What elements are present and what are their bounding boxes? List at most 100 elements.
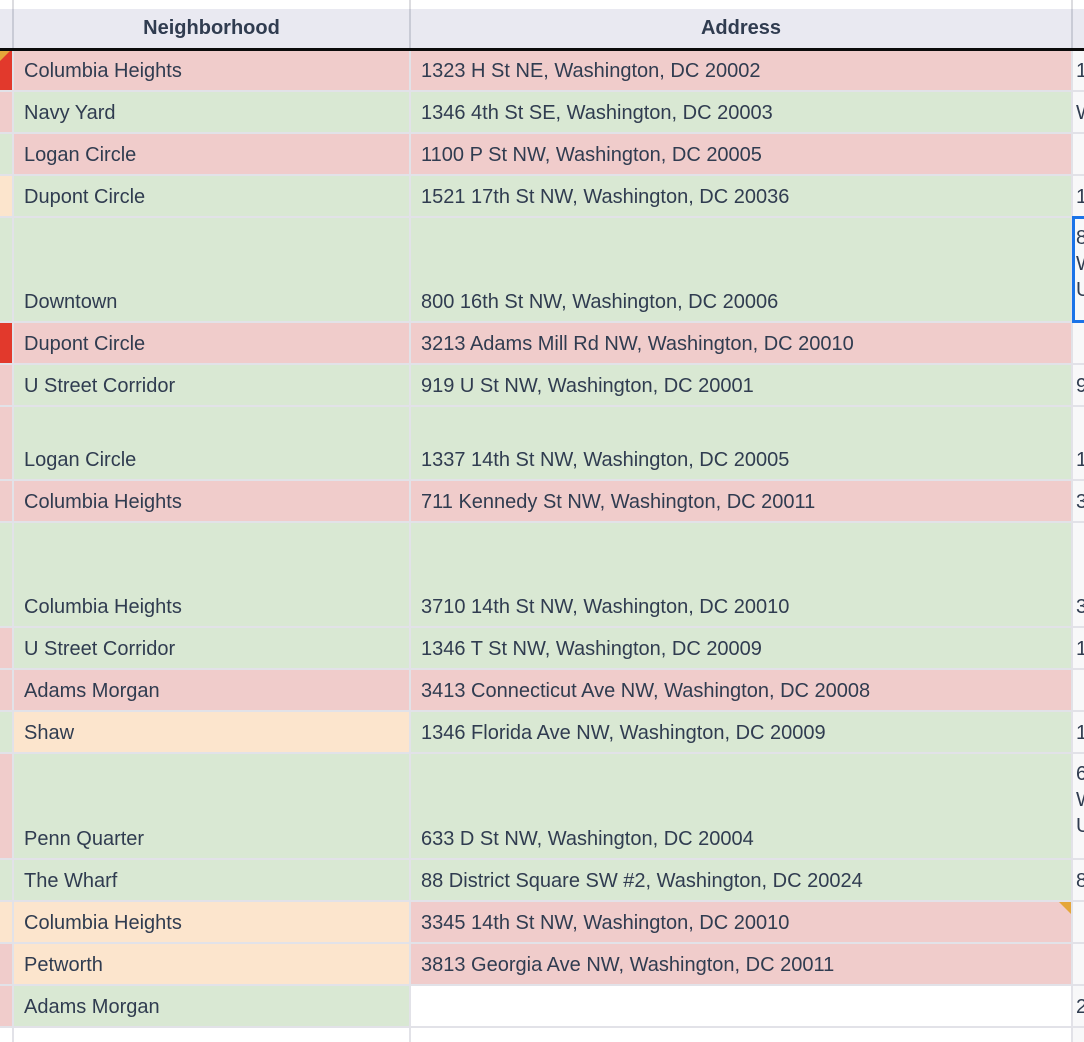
row-edge-cell[interactable] [0,523,14,628]
address-header-cell[interactable]: Address [411,9,1073,48]
neighborhood-cell[interactable]: The Wharf [14,860,411,902]
offscreen-cell-text: 3 [1076,491,1084,513]
offscreen-column-cell[interactable]: 1 [1073,176,1084,218]
address-cell[interactable]: 1346 4th St SE, Washington, DC 20003 [411,92,1073,134]
neighborhood-cell[interactable]: Columbia Heights [14,523,411,628]
row-edge-cell[interactable] [0,92,14,134]
offscreen-cell-text: 8 [1076,870,1084,892]
neighborhood-cell[interactable] [14,1028,411,1042]
row-edge-cell[interactable] [0,218,14,323]
table-row: Penn Quarter 633 D St NW, Washington, DC… [0,754,1084,860]
address-value: 3213 Adams Mill Rd NW, Washington, DC 20… [421,333,854,355]
row-edge-cell[interactable] [0,1028,14,1042]
offscreen-column-cell[interactable]: 3 [1073,481,1084,523]
row-edge-cell[interactable] [0,628,14,670]
neighborhood-cell[interactable]: Dupont Circle [14,323,411,365]
row-edge-cell[interactable] [0,902,14,944]
table-row: U Street Corridor 919 U St NW, Washingto… [0,365,1084,407]
offscreen-cell-text: U [1076,815,1084,837]
neighborhood-cell[interactable]: Downtown [14,218,411,323]
address-cell[interactable]: 1337 14th St NW, Washington, DC 20005 [411,407,1073,481]
neighborhood-value: Shaw [24,722,75,744]
address-cell[interactable] [411,1028,1073,1042]
offscreen-column-cell[interactable]: 1 [1073,712,1084,754]
neighborhood-cell[interactable]: Logan Circle [14,407,411,481]
row-edge-cell[interactable] [0,986,14,1028]
neighborhood-value: Petworth [24,954,103,976]
row-edge-cell[interactable] [0,176,14,218]
row-edge-cell[interactable] [0,944,14,986]
row-edge-cell[interactable] [0,407,14,481]
offscreen-column-cell[interactable]: 1 [1073,51,1084,92]
note-marker-icon [1059,902,1071,914]
offscreen-column-cell[interactable] [1073,944,1084,986]
header-offscreen-cell[interactable] [1073,9,1084,48]
row-edge-cell[interactable] [0,481,14,523]
address-cell[interactable] [411,986,1073,1028]
row-edge-cell[interactable] [0,670,14,712]
neighborhood-cell[interactable]: Shaw [14,712,411,754]
neighborhood-cell[interactable]: Adams Morgan [14,670,411,712]
address-cell[interactable]: 88 District Square SW #2, Washington, DC… [411,860,1073,902]
offscreen-cell-text: 3 [1076,596,1084,618]
address-cell[interactable]: 800 16th St NW, Washington, DC 20006 [411,218,1073,323]
offscreen-column-cell[interactable]: 6WU [1073,754,1084,860]
table-row [0,1028,1084,1042]
neighborhood-value: Columbia Heights [24,60,182,82]
offscreen-column-cell[interactable]: 2 [1073,986,1084,1028]
offscreen-column-cell[interactable]: 8WU [1072,216,1084,323]
neighborhood-cell[interactable]: Penn Quarter [14,754,411,860]
neighborhood-cell[interactable]: Petworth [14,944,411,986]
address-cell[interactable]: 633 D St NW, Washington, DC 20004 [411,754,1073,860]
offscreen-column-cell[interactable]: 9 [1073,365,1084,407]
neighborhood-cell[interactable]: Navy Yard [14,92,411,134]
neighborhood-value: The Wharf [24,870,118,892]
neighborhood-cell[interactable]: Columbia Heights [14,902,411,944]
offscreen-column-cell[interactable]: 1 [1073,628,1084,670]
neighborhood-value: Columbia Heights [24,596,182,618]
offscreen-column-cell[interactable] [1073,323,1084,365]
offscreen-column-cell[interactable] [1073,1028,1084,1042]
address-cell[interactable]: 3813 Georgia Ave NW, Washington, DC 2001… [411,944,1073,986]
neighborhood-cell[interactable]: U Street Corridor [14,365,411,407]
address-cell[interactable]: 711 Kennedy St NW, Washington, DC 20011 [411,481,1073,523]
address-cell[interactable]: 3345 14th St NW, Washington, DC 20010 [411,902,1073,944]
row-edge-cell[interactable] [0,712,14,754]
address-cell[interactable]: 1521 17th St NW, Washington, DC 20036 [411,176,1073,218]
address-cell[interactable]: 919 U St NW, Washington, DC 20001 [411,365,1073,407]
address-cell[interactable]: 1323 H St NE, Washington, DC 20002 [411,51,1073,92]
address-value: 1346 Florida Ave NW, Washington, DC 2000… [421,722,826,744]
neighborhood-cell[interactable]: Dupont Circle [14,176,411,218]
neighborhood-cell[interactable]: Logan Circle [14,134,411,176]
offscreen-column-cell[interactable]: 8 [1073,860,1084,902]
address-cell[interactable]: 3213 Adams Mill Rd NW, Washington, DC 20… [411,323,1073,365]
offscreen-column-cell[interactable]: 1 [1073,407,1084,481]
neighborhood-value: Adams Morgan [24,996,160,1018]
neighborhood-value: U Street Corridor [24,375,176,397]
neighborhood-cell[interactable]: U Street Corridor [14,628,411,670]
header-edge-cell[interactable] [0,9,14,48]
row-edge-cell[interactable] [0,365,14,407]
offscreen-column-cell[interactable]: 3 [1073,523,1084,628]
address-cell[interactable]: 1346 Florida Ave NW, Washington, DC 2000… [411,712,1073,754]
address-cell[interactable]: 3710 14th St NW, Washington, DC 20010 [411,523,1073,628]
offscreen-column-cell[interactable] [1073,134,1084,176]
row-edge-cell[interactable] [0,860,14,902]
offscreen-column-cell[interactable] [1073,670,1084,712]
neighborhood-header-cell[interactable]: Neighborhood [14,9,411,48]
row-edge-cell[interactable] [0,754,14,860]
row-edge-cell[interactable] [0,323,14,365]
address-cell[interactable]: 1346 T St NW, Washington, DC 20009 [411,628,1073,670]
neighborhood-value: Columbia Heights [24,912,182,934]
address-value: 3813 Georgia Ave NW, Washington, DC 2001… [421,954,835,976]
row-edge-cell[interactable] [0,134,14,176]
row-edge-cell[interactable] [0,51,14,92]
address-cell[interactable]: 1100 P St NW, Washington, DC 20005 [411,134,1073,176]
neighborhood-cell[interactable]: Columbia Heights [14,51,411,92]
address-cell[interactable]: 3413 Connecticut Ave NW, Washington, DC … [411,670,1073,712]
neighborhood-cell[interactable]: Adams Morgan [14,986,411,1028]
offscreen-column-cell[interactable] [1073,902,1084,944]
neighborhood-cell[interactable]: Columbia Heights [14,481,411,523]
offscreen-column-cell[interactable]: W [1073,92,1084,134]
table-row: Columbia Heights 711 Kennedy St NW, Wash… [0,481,1084,523]
